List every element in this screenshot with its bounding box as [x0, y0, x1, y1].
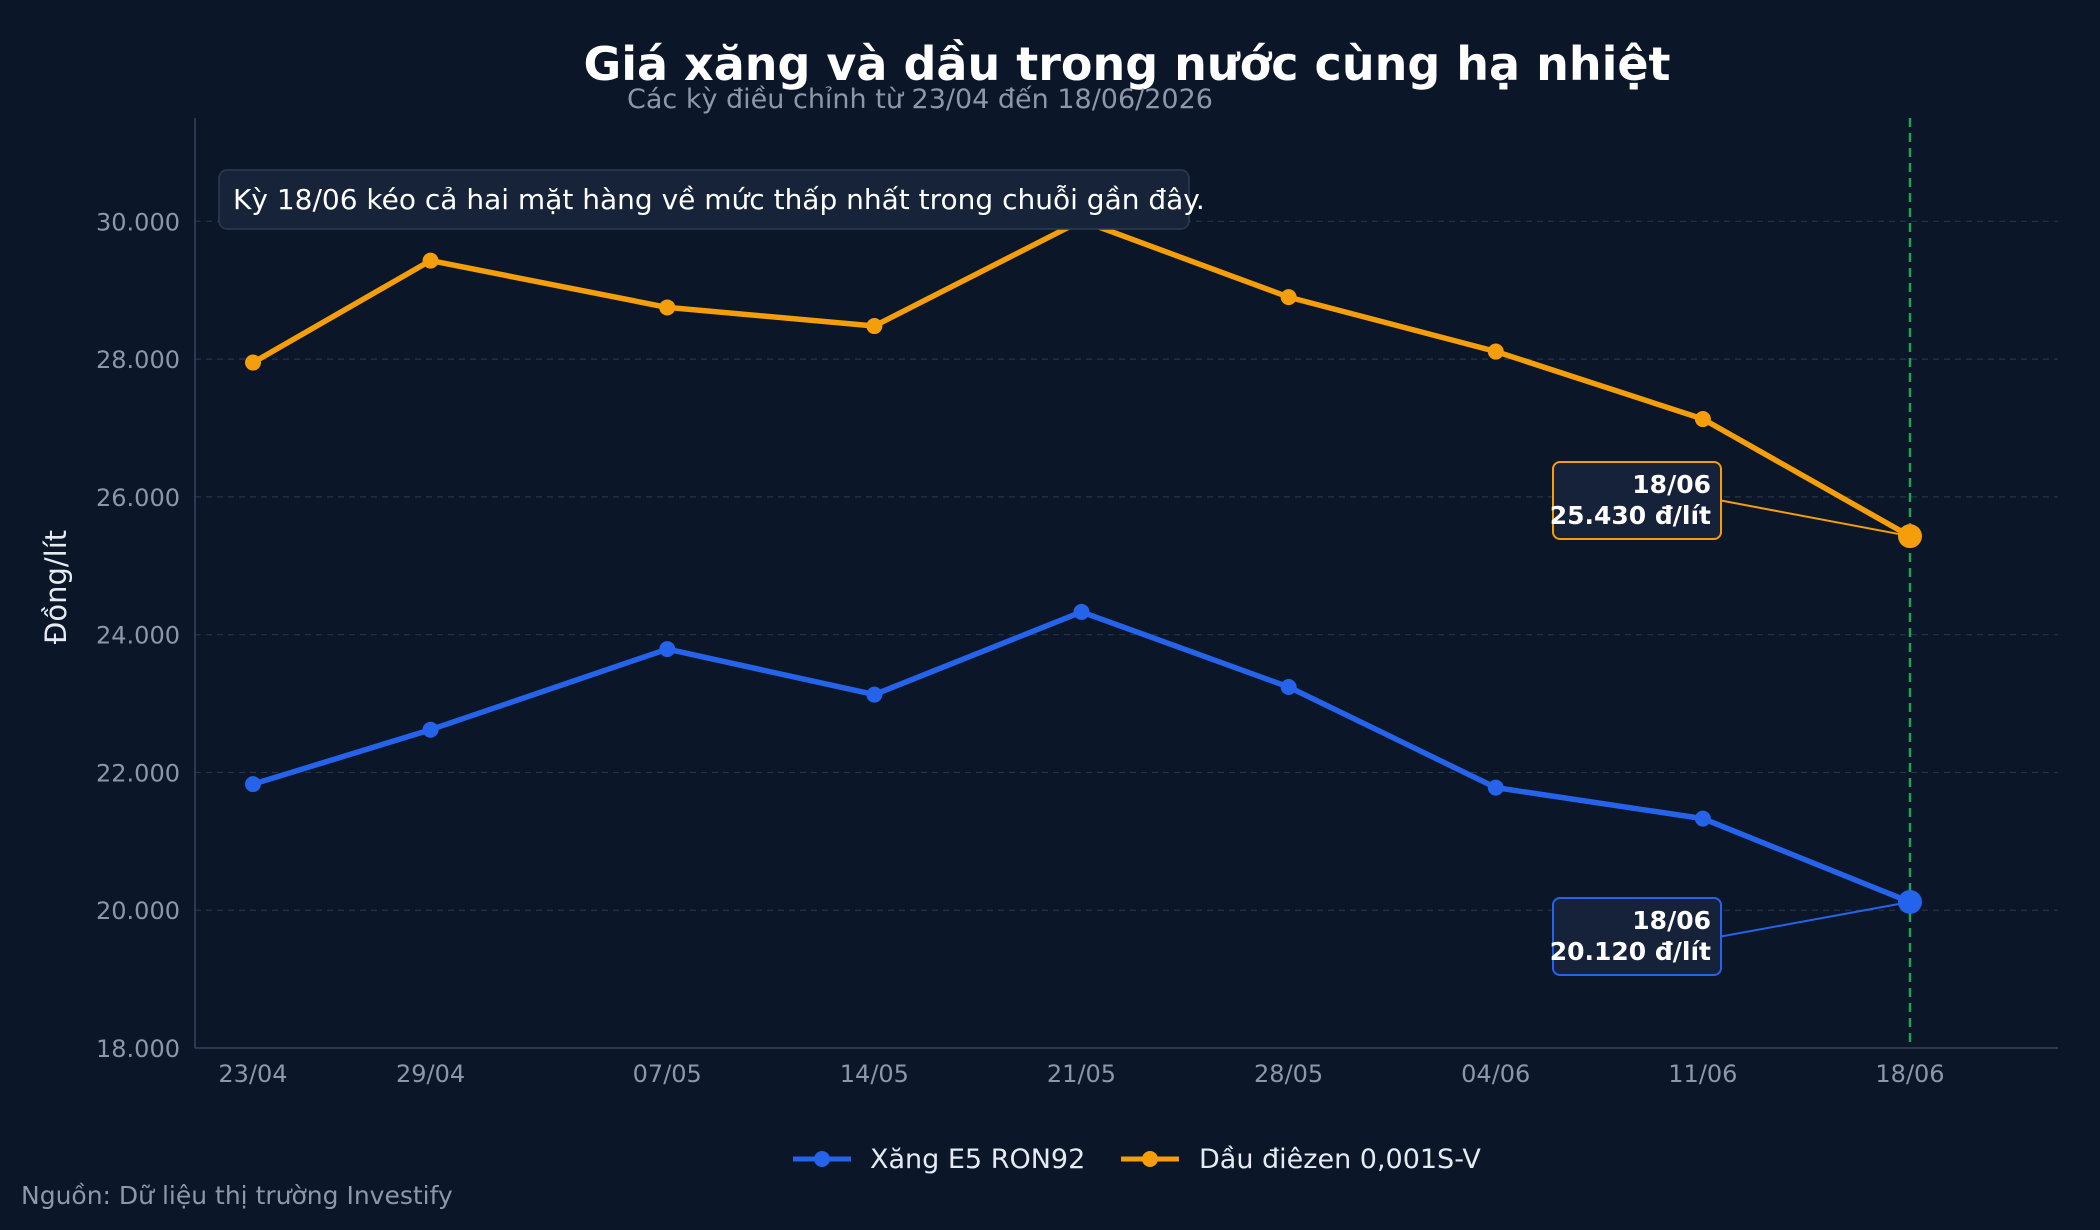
- legend-item-dau: Dầu điêzen 0,001S-V: [1121, 1144, 1481, 1175]
- y-tick-label: 18.000: [96, 1035, 180, 1063]
- axes: [194, 118, 2058, 1049]
- x-tick-label: 14/05: [840, 1060, 909, 1088]
- legend-label-xang: Xăng E5 RON92: [870, 1144, 1085, 1175]
- data-point: [659, 299, 676, 316]
- x-tick-label: 23/04: [218, 1060, 287, 1088]
- x-tick-label: 07/05: [633, 1060, 702, 1088]
- x-tick-label: 11/06: [1668, 1060, 1737, 1088]
- y-tick-label: 26.000: [96, 484, 180, 512]
- data-point: [866, 318, 883, 335]
- chart-title: Giá xăng và dầu trong nước cùng hạ nhiệt: [583, 37, 1670, 91]
- legend-item-xang: Xăng E5 RON92: [793, 1144, 1085, 1175]
- callout-date: 18/06: [1632, 470, 1711, 499]
- source-note: Nguồn: Dữ liệu thị trường Investify: [21, 1181, 453, 1210]
- annotation-box: Kỳ 18/06 kéo cả hai mặt hàng về mức thấp…: [218, 169, 1205, 230]
- legend: Xăng E5 RON92 Dầu điêzen 0,001S-V: [793, 1144, 1481, 1175]
- x-tick-label: 04/06: [1461, 1060, 1530, 1088]
- annotation-box-background: [218, 169, 1190, 230]
- data-point: [866, 686, 883, 703]
- x-tick-labels: 23/04 29/04 07/05 14/05 21/05 28/05 04/06 11/06…: [218, 1060, 1944, 1088]
- y-tick-label: 28.000: [96, 346, 180, 374]
- data-point: [422, 252, 439, 269]
- data-point: [659, 641, 676, 658]
- callout-value: 25.430 đ/lít: [1550, 501, 1711, 530]
- data-point: [245, 354, 261, 371]
- data-point: [1487, 779, 1504, 796]
- data-point: [1694, 810, 1711, 827]
- data-point: [1280, 679, 1297, 696]
- data-point: [1694, 411, 1711, 428]
- callout-box: [1552, 461, 1722, 540]
- callout-value: 20.120 đ/lít: [1550, 937, 1711, 966]
- y-axis-label: Đồng/lít: [39, 530, 73, 644]
- callout-date: 18/06: [1632, 906, 1711, 935]
- annotation-text: Kỳ 18/06 kéo cả hai mặt hàng về mức thấp…: [233, 183, 1205, 216]
- y-tick-label: 24.000: [96, 622, 180, 650]
- legend-label-dau: Dầu điêzen 0,001S-V: [1199, 1144, 1481, 1175]
- chart-subtitle: Các kỳ điều chỉnh từ 23/04 đến 18/06/202…: [627, 84, 1213, 115]
- x-tick-label: 18/06: [1875, 1060, 1944, 1088]
- y-tick-label: 30.000: [96, 208, 180, 236]
- data-point: [1280, 289, 1297, 306]
- data-point: [245, 776, 261, 793]
- legend-marker-xang: [814, 1151, 830, 1167]
- data-point: [1073, 603, 1090, 620]
- y-tick-labels: 18.000 20.000 22.000 24.000 26.000 28.000 30.0…: [96, 208, 180, 1063]
- y-tick-label: 22.000: [96, 759, 180, 787]
- x-tick-label: 28/05: [1254, 1060, 1323, 1088]
- callout-box: [1552, 897, 1722, 976]
- data-point: [1487, 343, 1504, 360]
- callout-connector: [1720, 900, 1911, 938]
- y-tick-label: 20.000: [96, 897, 180, 925]
- callout-connector: [1720, 499, 1911, 538]
- legend-marker-dau: [1142, 1151, 1158, 1167]
- x-tick-label: 21/05: [1047, 1060, 1116, 1088]
- x-tick-label: 29/04: [396, 1060, 465, 1088]
- data-point: [422, 721, 439, 738]
